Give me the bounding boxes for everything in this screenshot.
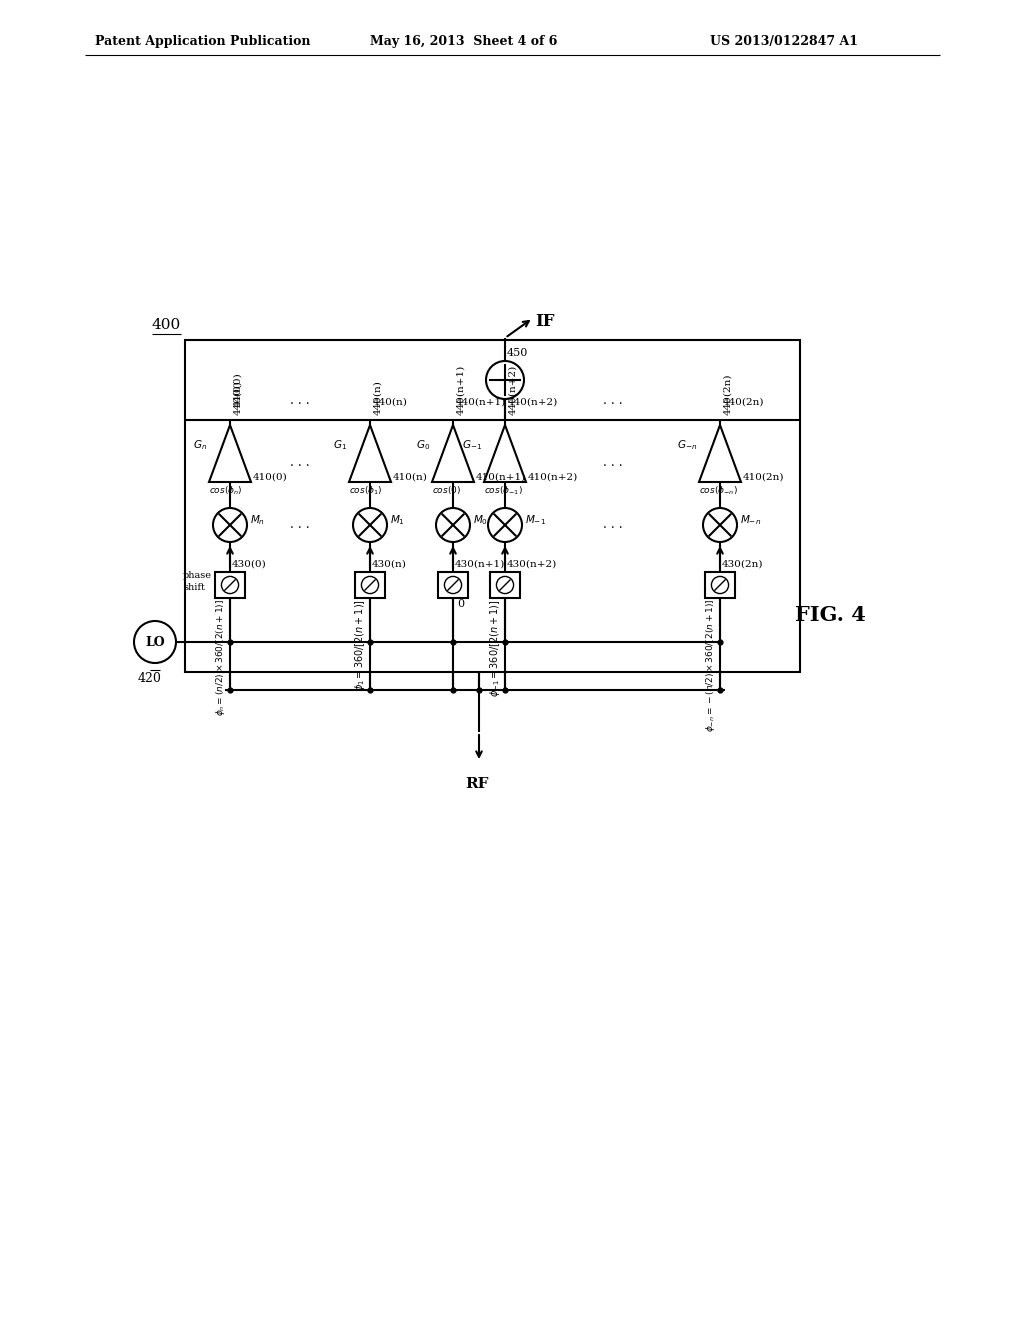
Text: 440(n+2): 440(n+2) [508,399,558,407]
Text: IF: IF [535,314,555,330]
Text: . . .: . . . [603,393,623,407]
Bar [185,341,800,672]
Text: 430(n+1): 430(n+1) [455,560,505,569]
Text: $M_1$: $M_1$ [390,513,404,527]
Text: 420: 420 [138,672,162,685]
Circle shape [703,508,737,543]
Bar [490,572,520,598]
Text: 410(0): 410(0) [253,473,288,482]
Text: $\phi_{-n}=-(n/2)\times360/[2(n+1)]$: $\phi_{-n}=-(n/2)\times360/[2(n+1)]$ [705,599,717,733]
Text: 400: 400 [152,318,181,333]
Circle shape [712,577,729,594]
Text: 430(n+2): 430(n+2) [507,560,557,569]
Text: 450: 450 [507,348,528,358]
Text: 440(n+1): 440(n+1) [456,399,506,407]
Text: . . .: . . . [290,519,310,532]
Text: $\phi_1=360/[2(n+1)]$: $\phi_1=360/[2(n+1)]$ [353,599,367,690]
Text: $cos(\phi_n)$: $cos(\phi_n)$ [209,484,243,498]
Text: US 2013/0122847 A1: US 2013/0122847 A1 [710,36,858,49]
Bar [705,572,735,598]
Circle shape [353,508,387,543]
Text: phase: phase [183,570,212,579]
Text: . . .: . . . [290,455,310,469]
Text: LO: LO [145,635,165,648]
Bar [438,572,468,598]
Circle shape [444,577,462,594]
Text: 410(n+2): 410(n+2) [528,473,579,482]
Text: $M_n$: $M_n$ [250,513,265,527]
Text: 410(2n): 410(2n) [743,473,784,482]
Text: . . .: . . . [603,455,623,469]
Text: 410(n+1): 410(n+1) [476,473,526,482]
Text: Patent Application Publication: Patent Application Publication [95,36,310,49]
Polygon shape [699,425,741,482]
Circle shape [436,508,470,543]
Bar [215,572,245,598]
Text: $cos(\phi_1)$: $cos(\phi_1)$ [349,484,383,498]
Text: $cos(0)$: $cos(0)$ [432,484,461,496]
Circle shape [221,577,239,594]
Text: 410(n): 410(n) [393,473,428,482]
Text: $M_0$: $M_0$ [473,513,488,527]
Text: $cos(\phi_{-1})$: $cos(\phi_{-1})$ [484,484,523,498]
Text: May 16, 2013  Sheet 4 of 6: May 16, 2013 Sheet 4 of 6 [370,36,557,49]
Text: $\phi_n=(n/2)\times360/[2(n+1)]$: $\phi_n=(n/2)\times360/[2(n+1)]$ [214,599,227,715]
Text: $M_{-n}$: $M_{-n}$ [740,513,761,527]
Text: 440(2n): 440(2n) [723,374,732,414]
Text: $M_{-1}$: $M_{-1}$ [525,513,546,527]
Text: $cos(\phi_{-n})$: $cos(\phi_{-n})$ [699,484,738,498]
Circle shape [361,577,379,594]
Text: $G_{-n}$: $G_{-n}$ [677,438,697,451]
Circle shape [486,360,524,399]
Text: . . .: . . . [290,393,310,407]
Text: 430(0): 430(0) [232,560,266,569]
Text: $G_1$: $G_1$ [333,438,347,451]
Text: 430(2n): 430(2n) [722,560,764,569]
Text: $\phi_{-1}=360/[2(n+1)]$: $\phi_{-1}=360/[2(n+1)]$ [488,599,502,697]
Text: FIG. 4: FIG. 4 [795,605,865,624]
Circle shape [497,577,514,594]
Text: RF: RF [465,777,488,791]
Text: 440(n): 440(n) [373,399,408,407]
Text: $G_{-1}$: $G_{-1}$ [462,438,482,451]
Bar [355,572,385,598]
Text: . . .: . . . [603,519,623,532]
Text: 440(n+1): 440(n+1) [456,364,465,414]
Circle shape [213,508,247,543]
Polygon shape [209,425,251,482]
Text: shift: shift [183,582,205,591]
Polygon shape [484,425,526,482]
Text: 440(0): 440(0) [233,380,242,414]
Polygon shape [349,425,391,482]
Text: $G_0$: $G_0$ [416,438,430,451]
Circle shape [134,620,176,663]
Text: 440(2n): 440(2n) [723,399,765,407]
Text: $G_n$: $G_n$ [193,438,207,451]
Text: 440(0): 440(0) [233,372,242,407]
Text: 430(n): 430(n) [372,560,407,569]
Text: 440(n): 440(n) [373,380,382,414]
Text: 0: 0 [457,599,464,609]
Text: 440(n+2): 440(n+2) [508,364,517,414]
Polygon shape [432,425,474,482]
Circle shape [488,508,522,543]
